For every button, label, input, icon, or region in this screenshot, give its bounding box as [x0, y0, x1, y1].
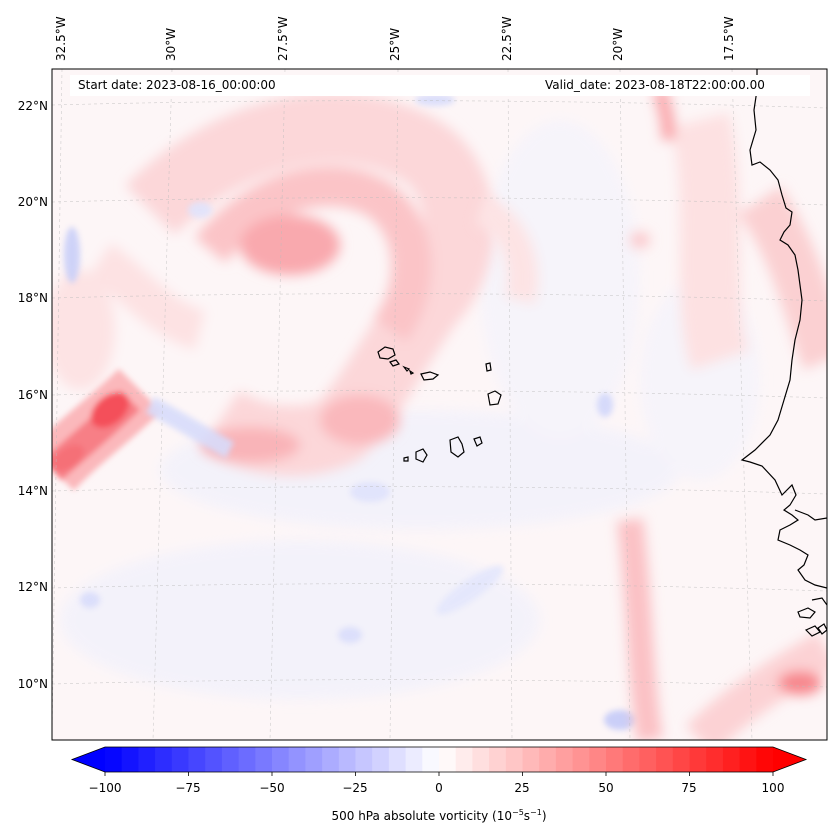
map-frame	[51, 68, 828, 741]
colorbar-segment	[522, 747, 540, 772]
colorbar-segment	[589, 747, 607, 772]
colorbar-segment	[572, 747, 590, 772]
lat-label-20n: 20°N	[17, 195, 48, 209]
colorbar-segment	[221, 747, 240, 772]
lon-label-32-5w: 32.5°W	[54, 16, 68, 61]
coastal-vorticity-band	[474, 88, 827, 740]
colorbar-segment	[739, 747, 757, 772]
colorbar-segment	[155, 747, 173, 772]
colorbar-segment	[171, 747, 189, 772]
colorbar-segment	[472, 747, 490, 772]
colorbar-segment	[305, 747, 323, 772]
colorbar-tick-0: 0	[435, 781, 443, 795]
cape-verde-islands	[377, 346, 502, 463]
colorbar-segment	[205, 747, 223, 772]
colorbar-segment	[672, 747, 690, 772]
lon-label-20w: 20°W	[611, 27, 625, 61]
colorbar-segment	[722, 747, 741, 772]
colorbar-segment	[439, 747, 457, 772]
start-date-label: Start date: 2023-08-16_00:00:00	[78, 78, 276, 92]
lon-label-30w: 30°W	[164, 27, 178, 61]
colorbar-tick-50: 50	[598, 781, 614, 795]
colorbar-tick-75: 75	[681, 781, 697, 795]
lat-label-14n: 14°N	[17, 484, 48, 498]
colorbar-label-exp1: −5	[511, 808, 524, 817]
colorbar-label-exp2: −1	[530, 808, 542, 817]
colorbar-segment	[756, 747, 774, 772]
colorbar-segment	[639, 747, 657, 772]
colorbar-segment	[355, 747, 373, 772]
colorbar-segment	[405, 747, 423, 772]
lat-label-10n: 10°N	[17, 677, 48, 691]
colorbar-segment	[656, 747, 674, 772]
negative-vorticity-streaks	[64, 94, 636, 730]
colorbar-segment	[606, 747, 624, 772]
colorbar-tick-neg25: −25	[342, 781, 368, 795]
colorbar-tick-neg75: −75	[175, 781, 201, 795]
lat-label-16n: 16°N	[17, 388, 48, 402]
lat-label-22n: 22°N	[17, 99, 48, 113]
colorbar-label-mid: s	[523, 809, 531, 823]
colorbar-segment	[622, 747, 640, 772]
colorbar-segment	[505, 747, 523, 772]
colorbar-extend-high	[773, 747, 806, 772]
lat-label-18n: 18°N	[17, 291, 48, 305]
colorbar-segment	[338, 747, 356, 772]
lon-label-27-5w: 27.5°W	[276, 16, 290, 61]
colorbar-label: 500 hPa absolute vorticity (10−5s−1)	[331, 808, 546, 823]
header-box	[70, 75, 810, 96]
colorbar-tick-25: 25	[514, 781, 530, 795]
colorbar-segment	[555, 747, 574, 772]
lon-label-25w: 25°W	[388, 27, 402, 61]
lon-label-22-5w: 22.5°W	[500, 16, 514, 61]
valid-date-label: Valid_date: 2023-08-18T22:00:00.00	[545, 78, 765, 92]
colorbar-segment	[689, 747, 707, 772]
colorbar-segment	[422, 747, 440, 772]
colorbar-label-prefix: 500 hPa absolute vorticity (10	[331, 809, 512, 823]
lat-label-12n: 12°N	[17, 580, 48, 594]
colorbar-segment	[539, 747, 557, 772]
colorbar-segment	[322, 747, 340, 772]
africa-coastline	[740, 69, 827, 637]
colorbar-segment	[138, 747, 156, 772]
lon-label-17-5w: 17.5°W	[722, 16, 736, 61]
colorbar-segment	[121, 747, 139, 772]
colorbar-segment	[706, 747, 724, 772]
colorbar	[70, 746, 808, 776]
colorbar-tick-neg50: −50	[259, 781, 285, 795]
graticule	[52, 69, 827, 740]
colorbar-segment	[372, 747, 390, 772]
colorbar-segment	[238, 747, 256, 772]
colorbar-segment	[272, 747, 290, 772]
colorbar-tick-neg100: −100	[88, 781, 122, 795]
colorbar-segment	[255, 747, 273, 772]
colorbar-segment	[188, 747, 206, 772]
map-area	[52, 69, 827, 740]
strong-vorticity-streak	[52, 368, 162, 491]
colorbar-segment	[489, 747, 507, 772]
colorbar-segment	[105, 747, 123, 772]
colorbar-segment	[455, 747, 473, 772]
colorbar-label-suffix: )	[541, 809, 547, 823]
colorbar-segment	[388, 747, 407, 772]
colorbar-tick-100: 100	[761, 781, 785, 795]
colorbar-extend-low	[72, 747, 105, 772]
colorbar-segment	[288, 747, 306, 772]
